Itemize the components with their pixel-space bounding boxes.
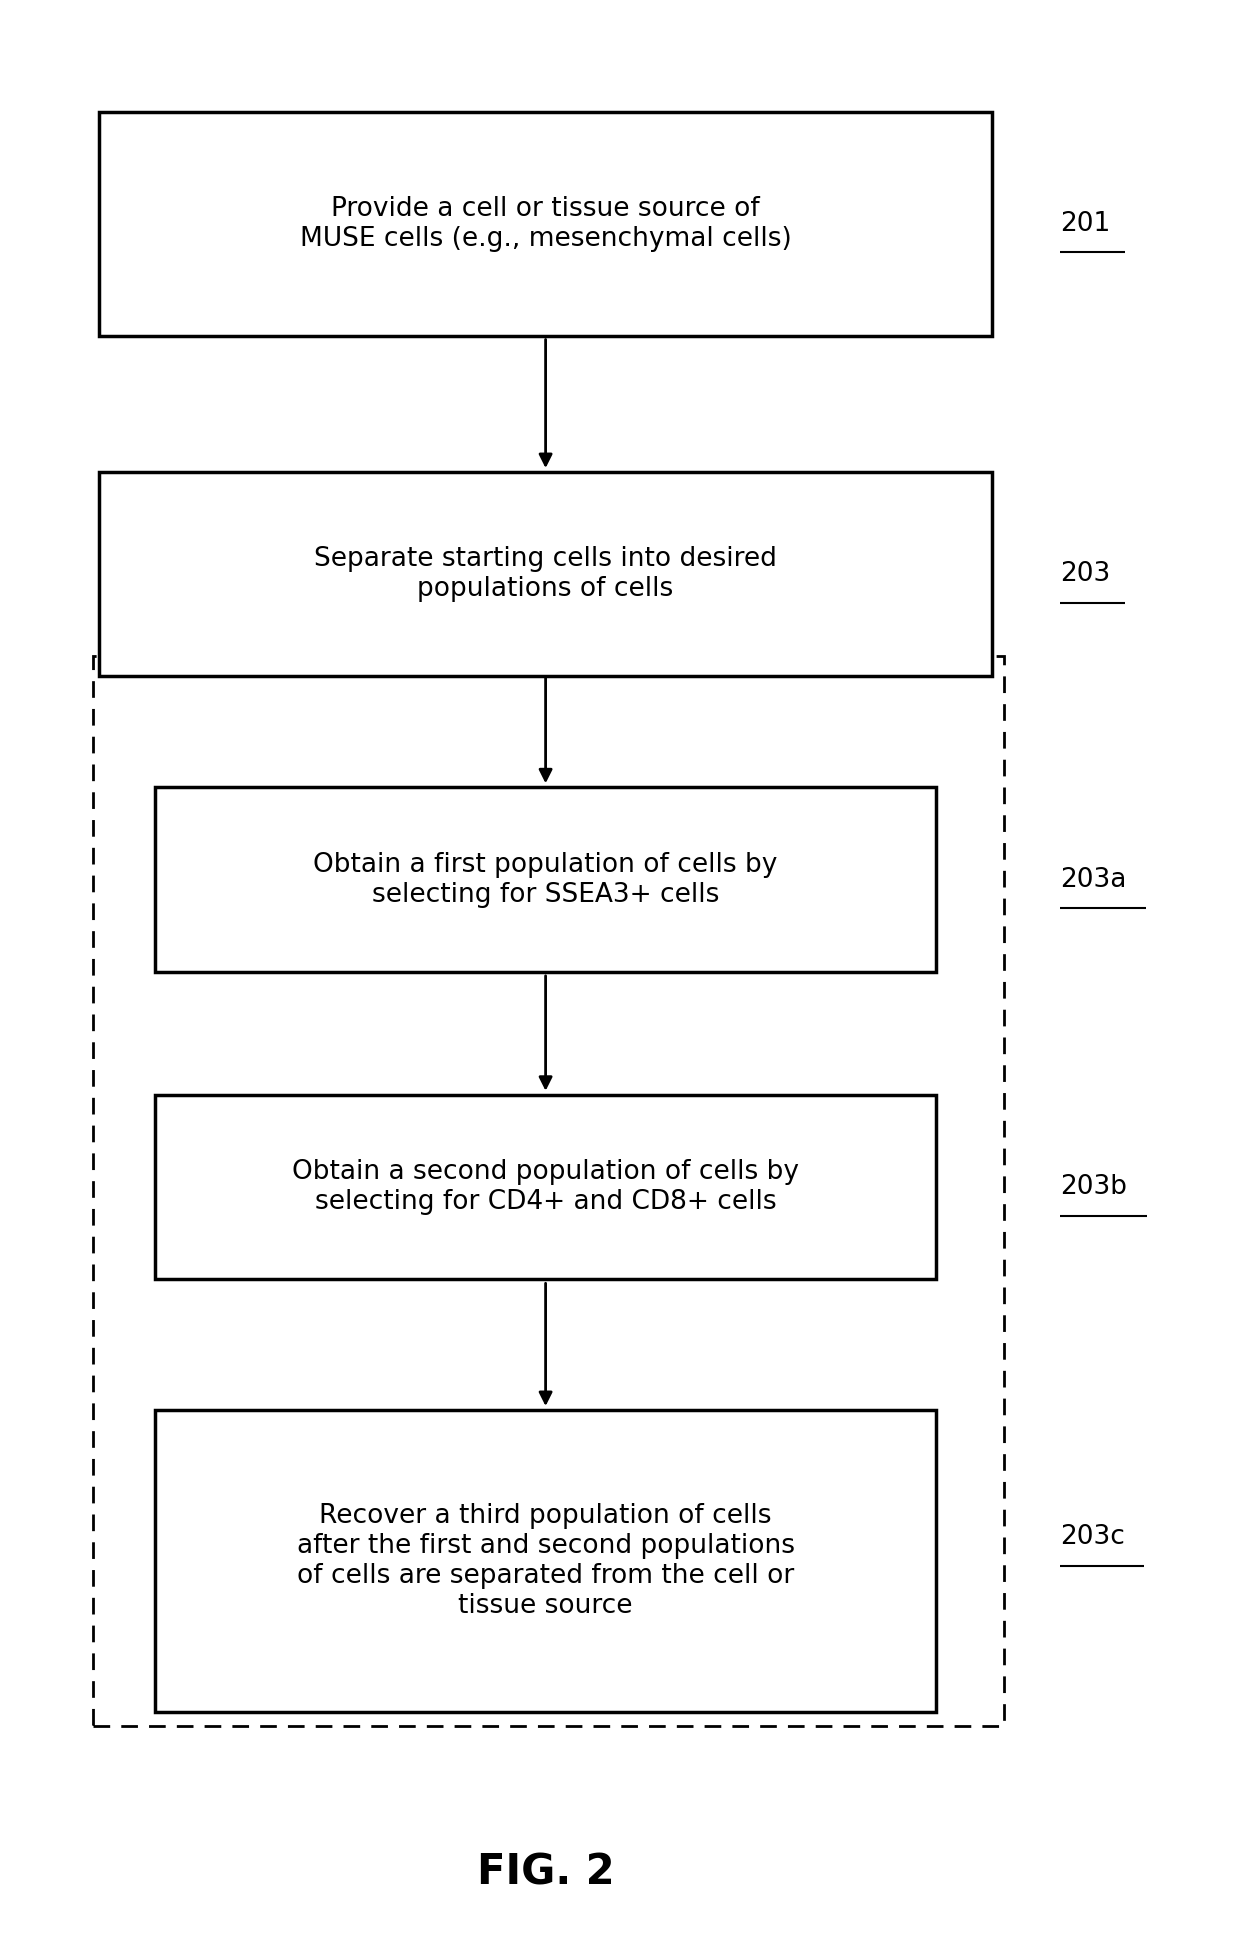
Bar	[99, 111, 992, 335]
Text: Provide a cell or tissue source of
MUSE cells (e.g., mesenchymal cells): Provide a cell or tissue source of MUSE …	[300, 197, 791, 251]
Text: 203: 203	[1060, 560, 1111, 588]
Text: 201: 201	[1060, 210, 1111, 237]
Bar	[93, 656, 1004, 1726]
Text: Separate starting cells into desired
populations of cells: Separate starting cells into desired pop…	[314, 547, 777, 601]
Bar	[155, 1094, 936, 1280]
Text: Obtain a first population of cells by
selecting for SSEA3+ cells: Obtain a first population of cells by se…	[314, 852, 777, 907]
Text: Recover a third population of cells
after the first and second populations
of ce: Recover a third population of cells afte…	[296, 1502, 795, 1619]
Text: 203c: 203c	[1060, 1524, 1125, 1551]
Text: 203a: 203a	[1060, 866, 1127, 893]
Text: 203b: 203b	[1060, 1173, 1127, 1201]
Bar	[99, 473, 992, 677]
Text: Obtain a second population of cells by
selecting for CD4+ and CD8+ cells: Obtain a second population of cells by s…	[293, 1160, 799, 1214]
Bar	[155, 1409, 936, 1712]
Bar	[155, 786, 936, 971]
Text: FIG. 2: FIG. 2	[477, 1851, 614, 1893]
